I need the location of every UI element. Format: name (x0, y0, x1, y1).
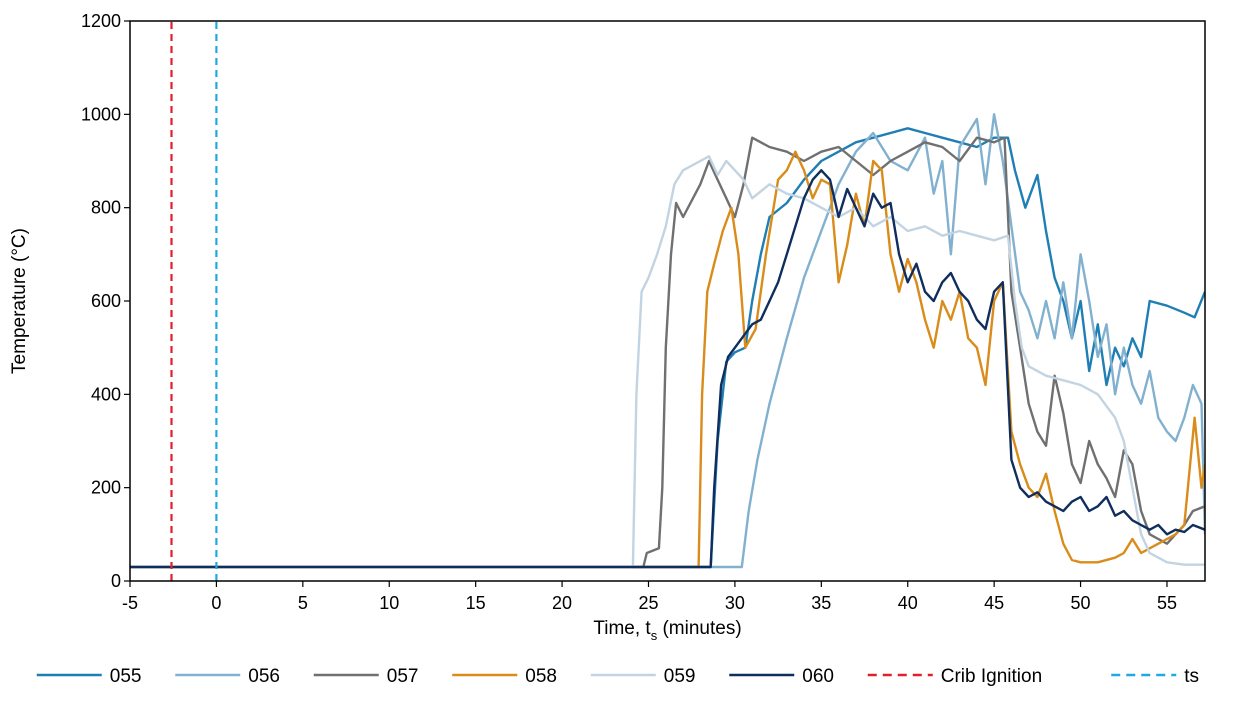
legend-label: 057 (387, 666, 419, 687)
y-tick-label: 1000 (81, 104, 121, 124)
series-line-060 (130, 169, 1205, 569)
y-tick-label: 1200 (81, 11, 121, 31)
y-axis-title: Temperature (°C) (9, 228, 30, 374)
series-line-055 (130, 127, 1205, 569)
x-tick-label: 15 (466, 593, 486, 613)
series-line-057 (130, 136, 1205, 569)
x-axis-title-text: Time, t (593, 618, 651, 639)
legend-item-058: 058 (452, 666, 557, 687)
x-tick-label: 50 (1071, 593, 1091, 613)
x-axis-title: Time, ts (minutes) (593, 618, 741, 643)
x-tick-label: 25 (638, 593, 658, 613)
x-axis-title-subscript: s (651, 628, 658, 643)
legend-label: Crib Ignition (941, 666, 1042, 687)
y-tick-label: 800 (91, 198, 121, 218)
legend-label: ts (1184, 666, 1199, 687)
x-tick-label: 40 (898, 593, 918, 613)
series-line-056 (130, 113, 1205, 569)
legend-item-057: 057 (313, 666, 419, 687)
x-tick-label: 30 (725, 593, 745, 613)
x-axis-title-suffix: (minutes) (657, 618, 741, 639)
legend-label: 060 (802, 666, 834, 687)
y-tick-label: 600 (91, 291, 121, 311)
series-line-058 (130, 150, 1205, 569)
y-tick-label: 200 (91, 478, 121, 498)
tick-layer: -5 0 5 10 15 20 25 30 35 40 45 50 550200400600800100… (81, 11, 1177, 613)
legend-item-056: 056 (175, 666, 280, 687)
x-tick-label: 20 (552, 593, 572, 613)
legend-item-060: 060 (729, 666, 834, 687)
series-layer (130, 21, 1205, 581)
series-line-059 (130, 155, 1205, 569)
legend: 055 056 057 058 059 060 Crib Ignition ts (36, 666, 1199, 687)
x-tick-label: 0 (211, 593, 221, 613)
x-tick-label: 5 (298, 593, 308, 613)
x-tick-label: -5 (122, 593, 138, 613)
y-tick-label: 400 (91, 384, 121, 404)
legend-item-059: 059 (590, 666, 696, 687)
legend-item-055: 055 (36, 666, 142, 687)
legend-label: 058 (525, 666, 557, 687)
x-tick-label: 35 (811, 593, 831, 613)
legend-label: 055 (110, 666, 142, 687)
legend-label: 059 (664, 666, 696, 687)
x-tick-label: 45 (984, 593, 1004, 613)
x-tick-label: 55 (1157, 593, 1177, 613)
legend-item-crib-ignition: Crib Ignition (867, 666, 1042, 687)
legend-label: 056 (248, 666, 280, 687)
x-tick-label: 10 (379, 593, 399, 613)
y-tick-label: 0 (111, 571, 121, 591)
legend-item-ts: ts (1111, 666, 1199, 687)
y-axis-title-text: Temperature (°C) (9, 228, 30, 374)
